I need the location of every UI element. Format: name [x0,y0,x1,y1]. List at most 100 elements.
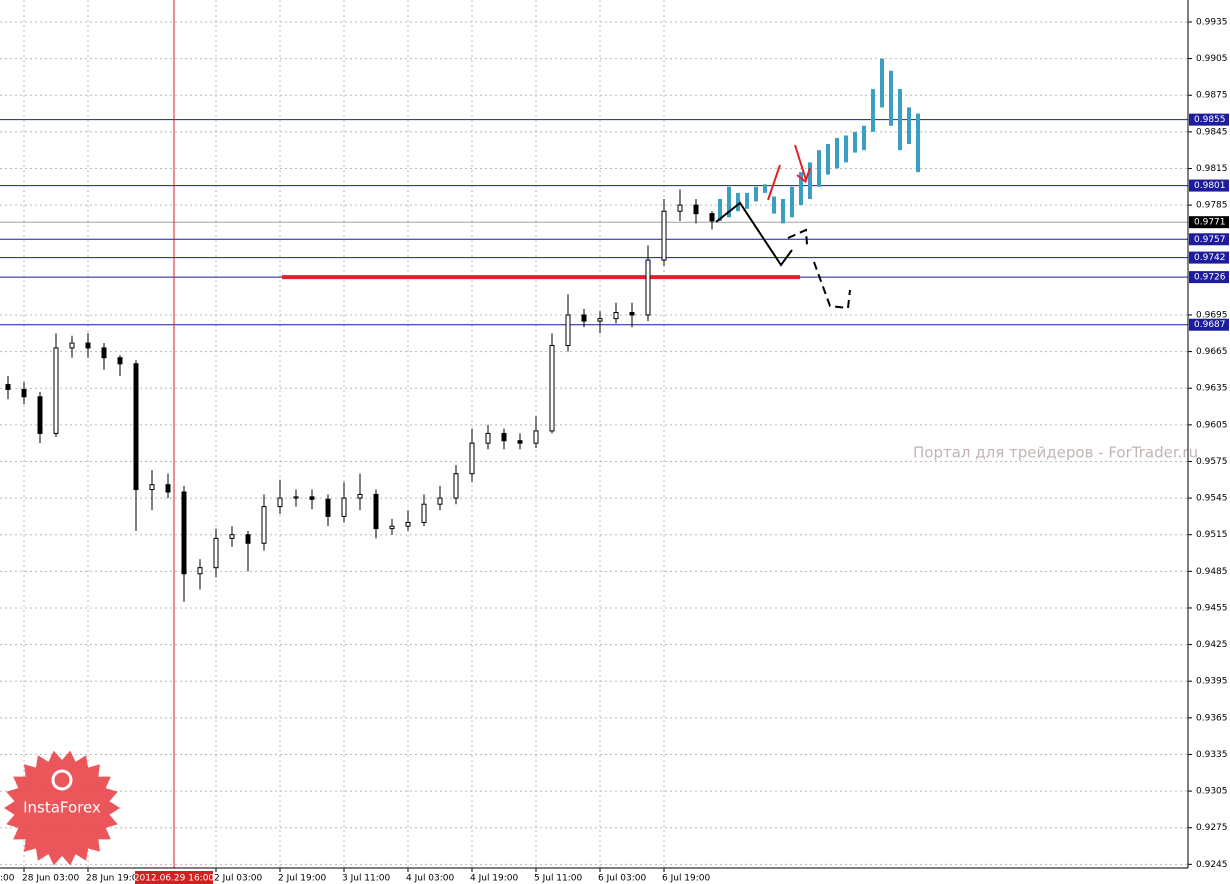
candle-body [341,497,347,517]
axis-labels: 0.9935 0.9905 0.9875 0.9845 0.9815 0.9785 0.96… [22,17,1229,884]
level-label: 0.9742 [1194,253,1226,263]
candle-body [261,506,267,544]
grid [0,0,1188,868]
candle-body [357,493,363,499]
candle-body [37,396,43,434]
candle-body [421,503,427,524]
x-tick-label: 4 Jul 03:00 [406,874,455,884]
plot [5,58,920,602]
y-tick-label: 0.9635 [1196,384,1228,394]
y-tick-label: 0.9425 [1196,640,1228,650]
candle-body [437,497,443,505]
candle-body [581,314,587,322]
candle-body [69,342,75,349]
y-tick-label: 0.9275 [1196,823,1228,833]
y-tick-label: 0.9905 [1196,54,1228,64]
level-label: 0.9757 [1194,235,1226,245]
x-tick-label: 2 Jul 19:00 [278,874,327,884]
y-tick-label: 0.9335 [1196,750,1228,760]
x-tick-label: 4 Jul 19:00 [470,874,519,884]
candle-body [165,484,171,493]
y-tick-label: 0.9845 [1196,127,1228,137]
candle-body [453,473,459,499]
y-tick-label: 0.9395 [1196,677,1228,687]
level-label: 0.9855 [1194,115,1226,125]
candle-body [549,344,555,432]
level-label-box [1189,179,1229,192]
candle-body [149,484,155,491]
candle-body [277,497,283,508]
x-tick-label: 5 Jul 11:00 [534,874,583,884]
level-label: 0.9771 [1194,218,1226,228]
y-tick-label: 0.9665 [1196,347,1228,357]
x-tick-label: 28 Jun 19:00 [86,874,143,884]
candle-body [645,259,651,316]
y-tick-label: 0.9875 [1196,91,1228,101]
logo: InstaForex [4,750,120,866]
candle-body [389,525,395,530]
x-tick-label: 2 Jul 03:00 [214,874,263,884]
candle-body [21,388,27,398]
level-label-box [1189,216,1229,229]
y-tick-label: 0.9515 [1196,530,1228,540]
x-tick-label: 6 Jul 19:00 [662,874,711,884]
candle-body [613,312,619,320]
candle-body [597,318,603,322]
level-label-box [1189,251,1229,264]
candle-body [709,213,715,222]
level-label: 0.9726 [1194,273,1226,283]
y-tick-label: 0.9365 [1196,713,1228,723]
y-tick-label: 0.9455 [1196,603,1228,613]
x-tick-label: :00 [0,874,15,884]
level-label: 0.9801 [1194,181,1226,191]
candle-body [533,430,539,444]
candle-body [133,363,139,491]
logo-icon [51,769,73,791]
candle-body [101,347,107,359]
candle-body [629,312,635,316]
candle-body [677,204,683,212]
candle-body [373,493,379,530]
candle-body [229,534,235,539]
candle-body [469,442,475,475]
candle-body [485,432,491,444]
level-label-box [1189,318,1229,331]
candle-body [293,496,299,499]
candle-body [517,440,523,444]
candle-body [325,498,331,517]
drawn-arrow [796,174,807,183]
level-label-box [1189,113,1229,126]
y-tick-label: 0.9545 [1196,494,1228,504]
y-tick-label: 0.9485 [1196,567,1228,577]
candle-body [117,357,123,365]
crosshair-time-box [135,871,213,884]
candle-body [309,496,315,500]
annotations [715,144,851,310]
y-tick-label: 0.9695 [1196,310,1228,320]
crosshair-time: 2012.06.29 16:00 [134,874,215,884]
candle-body [53,347,59,434]
y-tick-label: 0.9935 [1196,17,1228,27]
x-tick-label: 6 Jul 03:00 [598,874,647,884]
candle-body [245,534,251,544]
candle-body [661,210,667,261]
drawn-arrow [813,261,851,310]
watermark: Портал для трейдеров - ForTrader.ru [913,444,1198,462]
candle-body [197,567,203,575]
candle-body [501,432,507,442]
drawn-arrow [794,144,811,184]
candle-body [5,384,11,390]
candle-body [85,342,91,349]
logo-text: InstaForex [23,799,101,817]
y-tick-label: 0.9605 [1196,420,1228,430]
candle-body [693,204,699,215]
y-tick-label: 0.9575 [1196,457,1228,467]
x-tick-label: 3 Jul 11:00 [342,874,391,884]
drawn-line [715,201,793,267]
drawn-arrow [787,228,808,246]
x-tick-label: 28 Jun 03:00 [22,874,79,884]
y-tick-label: 0.9305 [1196,787,1228,797]
candle-body [405,522,411,527]
